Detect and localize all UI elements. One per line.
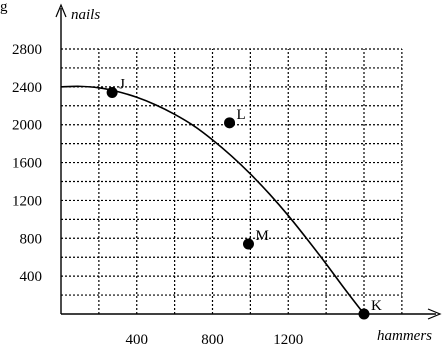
x-tick-label-800: 800 bbox=[201, 332, 224, 348]
axes bbox=[55, 3, 442, 320]
y-axis-arrow bbox=[55, 3, 67, 18]
x-axis-label: hammers bbox=[377, 328, 432, 344]
y-axis-label: nails bbox=[71, 7, 100, 23]
x-axis-arrow bbox=[427, 308, 442, 320]
y-tick-label-1200: 1200 bbox=[12, 193, 42, 209]
point-label-k: K bbox=[371, 298, 382, 314]
y-tick-label-2800: 2800 bbox=[12, 42, 42, 58]
point-label-l: L bbox=[237, 107, 246, 123]
point-label-m: M bbox=[255, 228, 268, 244]
points: J L M K bbox=[106, 77, 382, 320]
y-tick-label-2400: 2400 bbox=[12, 80, 42, 96]
y-tick-label-2000: 2000 bbox=[12, 118, 42, 134]
point-l bbox=[224, 117, 236, 129]
tick-labels: 400 800 1200 400 800 1200 1600 2000 2400 2800 bbox=[12, 42, 303, 348]
x-tick-label-400: 400 bbox=[126, 332, 149, 348]
partial-title: g bbox=[0, 0, 8, 15]
point-m bbox=[242, 238, 254, 250]
point-j bbox=[106, 87, 118, 99]
y-tick-label-1600: 1600 bbox=[12, 156, 42, 172]
point-k bbox=[358, 308, 370, 320]
grid bbox=[61, 48, 403, 314]
x-tick-label-1200: 1200 bbox=[273, 332, 303, 348]
point-label-j: J bbox=[119, 77, 125, 93]
y-tick-label-400: 400 bbox=[20, 269, 43, 285]
y-tick-label-800: 800 bbox=[20, 231, 43, 247]
